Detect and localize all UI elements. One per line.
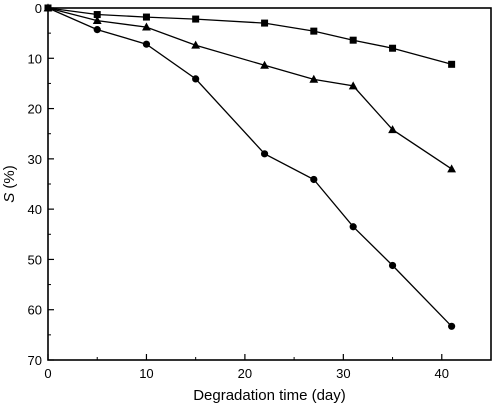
data-point-triangle xyxy=(348,81,358,90)
y-axis-unit: (%) xyxy=(1,165,18,193)
data-point-square xyxy=(142,13,150,21)
x-tick-label: 40 xyxy=(435,366,449,381)
y-tick-label: 60 xyxy=(28,303,42,318)
data-point-circle xyxy=(93,26,101,34)
data-point-circle xyxy=(142,40,151,48)
data-point-triangle xyxy=(260,60,269,69)
data-point-square xyxy=(448,60,456,68)
data-point-circle xyxy=(192,75,200,83)
series-markers xyxy=(43,3,457,330)
data-point-square xyxy=(349,36,357,44)
x-tick-label: 10 xyxy=(139,366,153,381)
data-point-square xyxy=(261,19,269,27)
y-tick-label: 0 xyxy=(35,1,42,16)
data-point-triangle xyxy=(92,15,102,24)
data-point-circle xyxy=(260,150,269,158)
data-point-triangle xyxy=(388,125,397,134)
y-tick-label: 50 xyxy=(28,252,42,267)
y-tick-label: 70 xyxy=(28,353,42,368)
x-tick-label: 0 xyxy=(44,366,51,381)
data-point-circle xyxy=(349,223,357,231)
x-tick-label: 20 xyxy=(238,366,252,381)
series-line-circle xyxy=(47,7,453,327)
axis-ticks: 0 10 20 30 40 0 10 20 30 40 50 60 70 xyxy=(28,1,449,381)
x-axis-label: Degradation time (day) xyxy=(193,387,346,404)
series-line-square xyxy=(47,7,452,65)
data-point-triangle xyxy=(142,22,151,31)
y-axis-symbol: S xyxy=(1,193,18,203)
y-tick-label: 10 xyxy=(28,51,42,66)
data-point-circle xyxy=(448,322,456,330)
y-tick-label: 30 xyxy=(28,152,42,167)
data-point-circle xyxy=(310,175,318,184)
data-point-triangle xyxy=(309,74,319,83)
series-line-triangle xyxy=(47,7,452,170)
data-point-square xyxy=(93,11,101,19)
plot-frame xyxy=(47,7,492,361)
y-tick-label: 20 xyxy=(28,102,42,117)
series-lines xyxy=(47,7,453,327)
data-point-square xyxy=(192,15,200,23)
data-point-triangle xyxy=(447,164,457,173)
y-tick-label: 40 xyxy=(28,202,42,217)
x-tick-label: 30 xyxy=(336,366,350,381)
data-point-square xyxy=(389,44,397,52)
data-point-square xyxy=(310,27,318,35)
data-point-circle xyxy=(388,261,397,270)
y-axis-label: S (%) xyxy=(1,165,18,203)
data-point-triangle xyxy=(191,40,201,49)
